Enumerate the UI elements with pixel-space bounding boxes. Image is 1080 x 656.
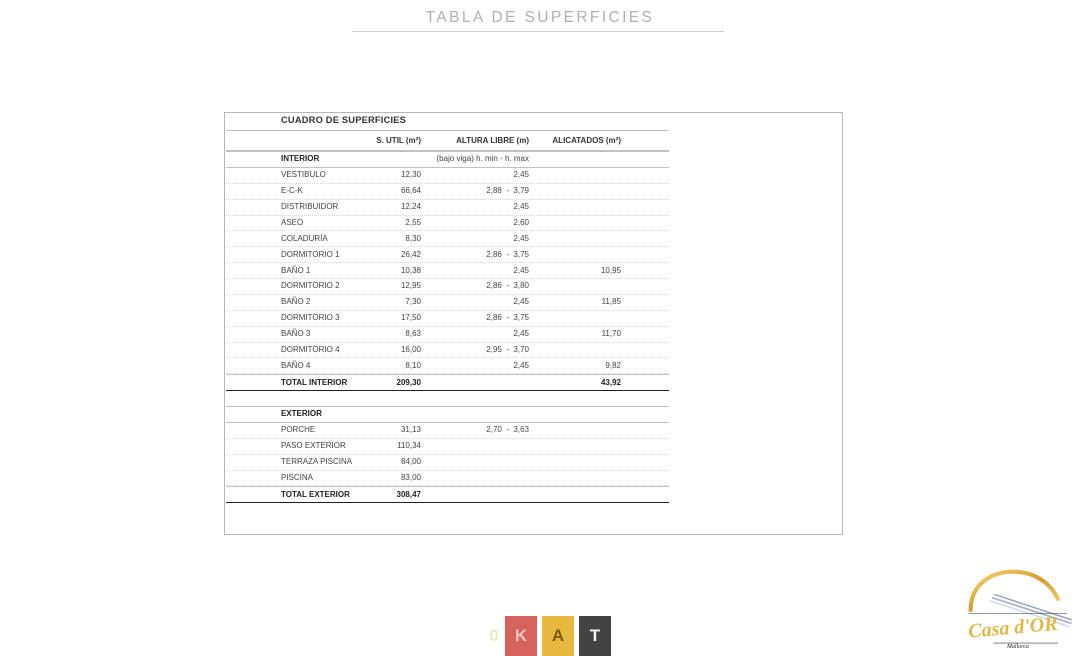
svg-text:Casa d'OR: Casa d'OR bbox=[967, 613, 1058, 643]
svg-text:Mallorca: Mallorca bbox=[1006, 644, 1029, 650]
